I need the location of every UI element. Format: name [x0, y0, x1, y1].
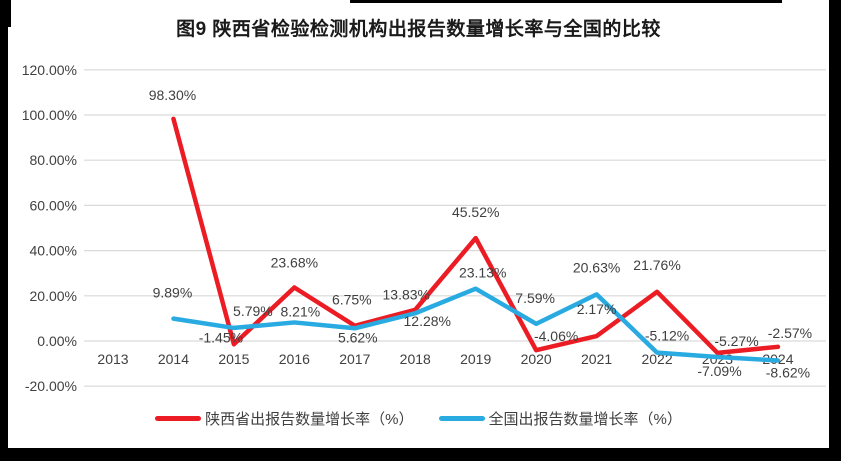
series-line-1	[171, 286, 781, 363]
scan-border-corner	[0, 0, 11, 27]
chart-title: 图9 陕西省检验检测机构出报告数量增长率与全国的比较	[176, 19, 661, 40]
data-label: -5.12%	[645, 328, 689, 344]
legend-line-swatch-blue	[438, 416, 485, 421]
scan-border-top	[350, 0, 782, 3]
y-tick-label: 40.00%	[30, 243, 77, 259]
y-tick-label: 80.00%	[30, 152, 77, 168]
data-label: 5.62%	[338, 329, 378, 345]
data-label: 23.68%	[271, 254, 318, 270]
legend-entry-shaanxi: 陕西省出报告数量增长率（%）	[155, 408, 414, 429]
data-label: -4.06%	[534, 328, 578, 344]
data-label: 5.79%	[233, 303, 273, 319]
data-label: 7.59%	[515, 290, 555, 306]
data-label: 98.30%	[149, 87, 196, 103]
y-tick-label: 60.00%	[30, 197, 77, 213]
legend-label-shaanxi: 陕西省出报告数量增长率（%）	[205, 411, 414, 428]
data-label: 21.76%	[633, 257, 680, 273]
data-label: 6.75%	[332, 292, 372, 308]
x-tick-label: 2015	[218, 351, 249, 367]
data-label: 45.52%	[452, 204, 499, 220]
x-tick-label: 2016	[279, 351, 310, 367]
series-line-0	[171, 116, 781, 356]
data-label: -8.62%	[766, 364, 810, 380]
y-tick-label: -20.00%	[25, 378, 77, 394]
data-label: -7.09%	[697, 363, 741, 379]
data-label: 12.28%	[404, 313, 451, 329]
y-tick-label: 100.00%	[22, 107, 77, 123]
legend-line-swatch-red	[155, 416, 202, 421]
x-tick-label: 2014	[158, 351, 189, 367]
legend-entry-national: 全国出报告数量增长率（%）	[438, 408, 682, 429]
chart-legend: 陕西省出报告数量增长率（%） 全国出报告数量增长率（%）	[8, 408, 829, 429]
x-tick-label: 2013	[97, 351, 128, 367]
data-label: -1.45%	[199, 329, 243, 345]
data-label: 9.89%	[153, 285, 193, 301]
legend-label-national: 全国出报告数量增长率（%）	[488, 411, 682, 428]
scan-border-bottom	[0, 448, 841, 461]
scan-border-right	[829, 0, 841, 461]
y-tick-label: 120.00%	[22, 62, 77, 78]
data-label: 8.21%	[280, 303, 320, 319]
y-tick-label: 0.00%	[37, 333, 77, 349]
data-label: -5.27%	[714, 333, 758, 349]
x-tick-label: 2017	[339, 351, 370, 367]
x-tick-label: 2018	[400, 351, 431, 367]
data-label: -2.57%	[768, 325, 812, 341]
x-tick-label: 2019	[460, 351, 491, 367]
y-tick-label: 20.00%	[30, 288, 77, 304]
x-tick-label: 2020	[521, 351, 552, 367]
x-tick-label: 2021	[581, 351, 612, 367]
data-label: 23.13%	[459, 265, 506, 281]
data-label: 20.63%	[573, 259, 620, 275]
scan-border-left	[0, 0, 8, 461]
data-label: 13.83%	[383, 287, 430, 303]
data-label: 2.17%	[577, 301, 617, 317]
